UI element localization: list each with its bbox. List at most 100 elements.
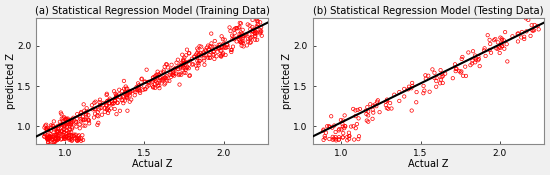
Point xyxy=(79,119,88,122)
Point xyxy=(56,126,65,129)
Point xyxy=(334,138,343,141)
Point xyxy=(237,41,246,44)
Point xyxy=(96,107,105,109)
Title: (b) Statistical Regression Model (Testing Data): (b) Statistical Regression Model (Testin… xyxy=(314,6,544,16)
Point xyxy=(217,54,226,57)
Point xyxy=(154,73,163,76)
Point xyxy=(40,126,49,129)
Point xyxy=(196,54,205,57)
Point xyxy=(219,46,228,49)
Point xyxy=(51,134,60,137)
Point xyxy=(157,71,166,74)
Point xyxy=(151,78,160,80)
Point xyxy=(122,96,131,98)
Point xyxy=(230,38,239,41)
Point xyxy=(207,45,216,48)
Point xyxy=(65,123,74,126)
Point xyxy=(76,112,85,115)
Point xyxy=(248,26,257,29)
Point xyxy=(134,82,142,85)
Point xyxy=(194,49,202,52)
Point xyxy=(151,79,160,82)
Point xyxy=(161,76,169,79)
Point xyxy=(481,55,490,57)
Point xyxy=(257,34,266,37)
Point xyxy=(248,30,257,32)
Point xyxy=(53,125,62,127)
Point xyxy=(75,123,84,126)
Point xyxy=(230,32,239,34)
Point xyxy=(134,86,143,89)
Point xyxy=(67,131,75,134)
Point xyxy=(331,138,340,141)
Point xyxy=(51,140,60,143)
Point xyxy=(185,52,194,55)
Point xyxy=(220,46,229,49)
Point xyxy=(123,96,131,99)
Point xyxy=(52,135,61,138)
Point xyxy=(207,32,216,35)
Point xyxy=(119,102,128,105)
Point xyxy=(408,82,416,84)
Point xyxy=(42,128,51,130)
Point xyxy=(62,118,70,121)
Point xyxy=(177,73,186,76)
Point xyxy=(334,129,343,132)
Point xyxy=(217,45,226,48)
Point xyxy=(149,86,158,88)
Point xyxy=(57,125,66,128)
Point xyxy=(464,51,473,54)
Point xyxy=(63,117,72,120)
Point xyxy=(201,48,210,51)
Point xyxy=(339,119,348,122)
Point xyxy=(412,101,421,104)
Point xyxy=(184,67,193,70)
Point xyxy=(321,136,329,139)
Point xyxy=(210,50,218,53)
Point xyxy=(438,72,447,75)
Point xyxy=(530,24,539,26)
Point xyxy=(57,113,66,116)
Point xyxy=(529,29,537,32)
Point xyxy=(522,30,531,33)
Point xyxy=(179,62,188,65)
Point xyxy=(102,104,111,107)
Point xyxy=(356,108,365,110)
Point xyxy=(493,41,502,44)
Point xyxy=(102,92,111,95)
Point xyxy=(252,25,261,28)
Point xyxy=(145,81,153,84)
Point xyxy=(153,76,162,79)
Point xyxy=(91,112,100,115)
Point xyxy=(243,44,251,47)
Point xyxy=(353,123,361,125)
Point xyxy=(53,131,62,133)
Point xyxy=(67,138,75,140)
Point xyxy=(251,34,260,37)
Point xyxy=(503,60,512,63)
Point xyxy=(475,58,483,61)
Point xyxy=(60,136,69,139)
Point xyxy=(436,82,444,85)
Point xyxy=(102,108,111,111)
Point xyxy=(216,43,224,46)
Point xyxy=(109,90,118,93)
Point xyxy=(325,138,334,141)
X-axis label: Actual Z: Actual Z xyxy=(132,159,172,169)
Point xyxy=(94,121,103,124)
Point xyxy=(79,124,88,127)
Point xyxy=(96,98,104,101)
Point xyxy=(47,138,56,141)
Point xyxy=(168,73,177,76)
Point xyxy=(319,129,328,132)
Point xyxy=(115,95,124,98)
Point xyxy=(351,115,360,117)
Point xyxy=(172,61,181,64)
Point xyxy=(252,32,261,34)
Point xyxy=(387,107,396,110)
Point xyxy=(64,136,73,139)
Point xyxy=(252,20,261,22)
Point xyxy=(61,118,70,121)
Point xyxy=(63,132,72,135)
Point xyxy=(420,89,429,92)
